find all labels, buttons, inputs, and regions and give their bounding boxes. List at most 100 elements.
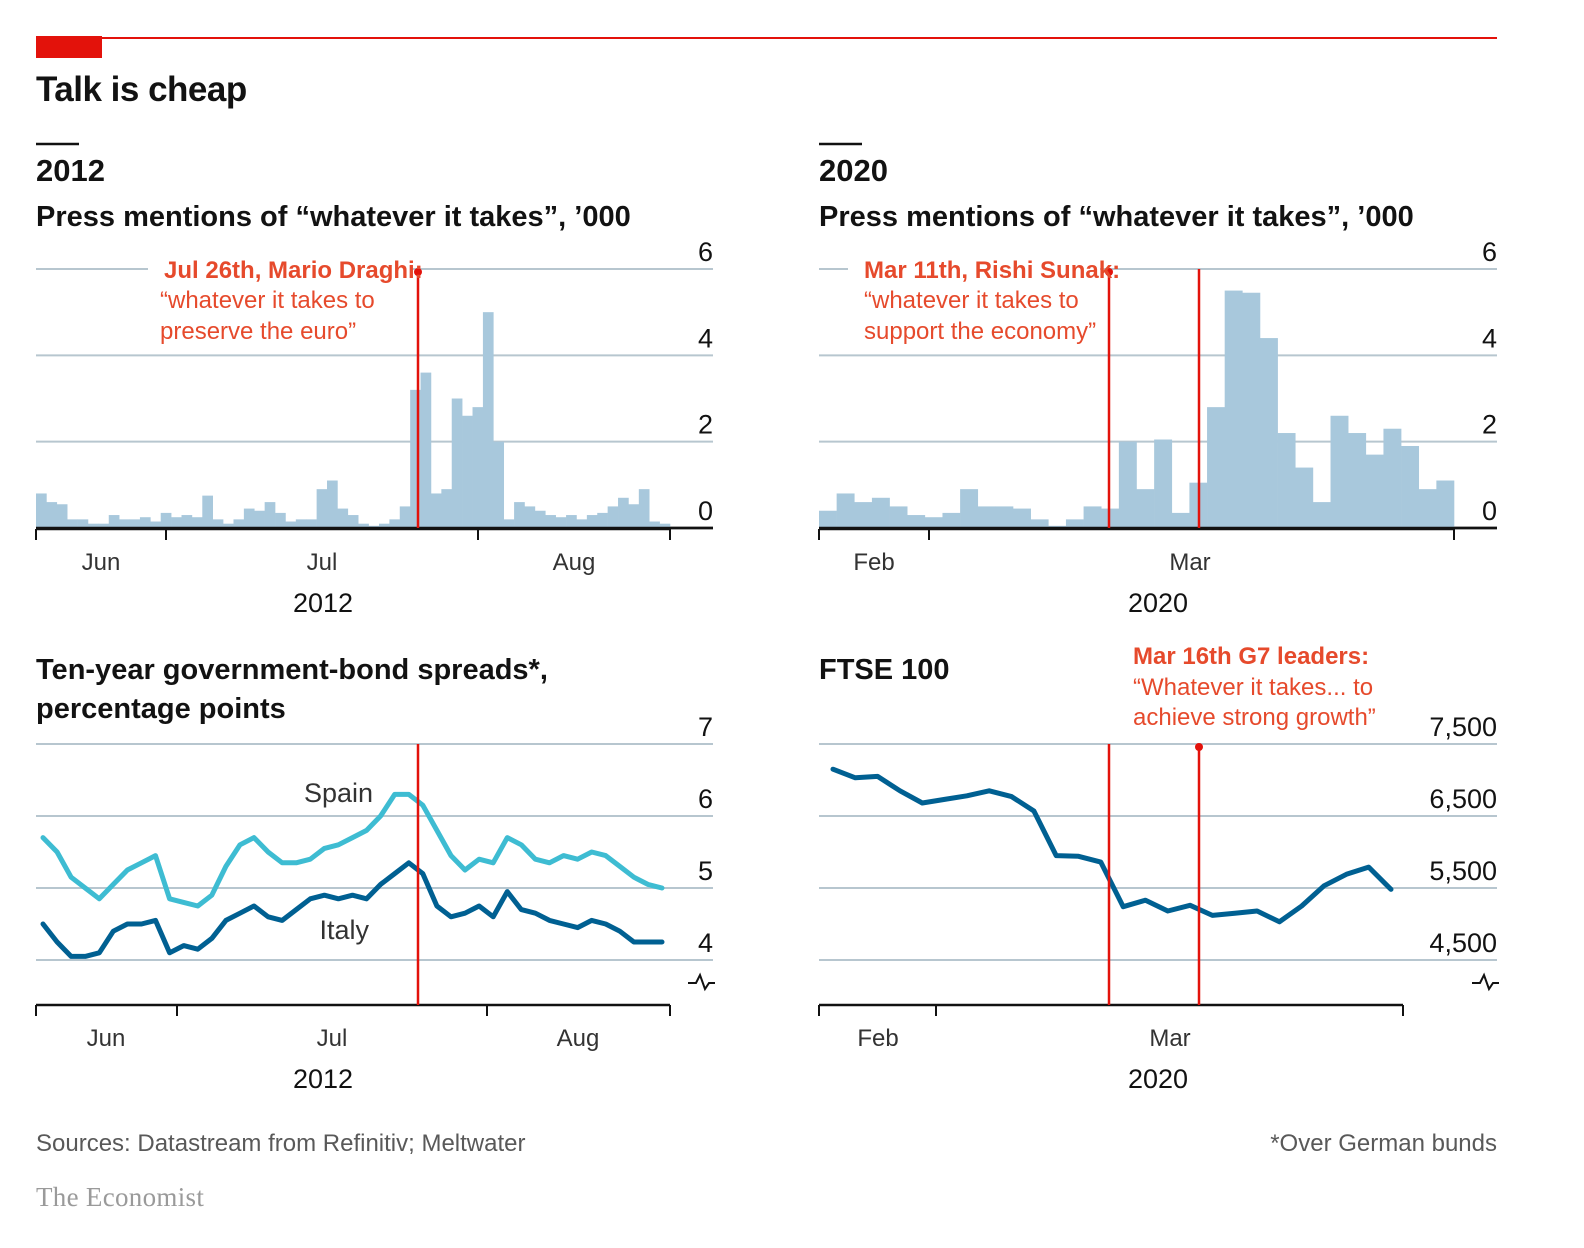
bar [160, 512, 172, 528]
chart-title: percentage points [36, 693, 286, 725]
bar [607, 506, 619, 528]
bar [1171, 512, 1190, 528]
bar [1013, 508, 1031, 528]
annotation-heading: Jul 26th, Mario Draghi: [164, 257, 423, 284]
chart-bond-spreads: 4 5 6 7 Jun Jul Aug 2012 Ten-year government-bon… [35, 654, 715, 1094]
series-label-spain: Spain [304, 778, 373, 808]
bar [389, 519, 401, 528]
bar [1277, 433, 1296, 528]
y-tick-label: 4,500 [1429, 928, 1497, 958]
y-tick-label: 5,500 [1429, 856, 1497, 886]
bar [1242, 292, 1261, 528]
bar [451, 398, 463, 528]
bar [223, 523, 234, 528]
y-tick-label: 0 [1482, 496, 1497, 526]
y-tick-label: 4 [698, 928, 713, 958]
bar [628, 504, 640, 528]
bar [327, 480, 338, 528]
bar [171, 517, 182, 528]
y-tick-label: 5 [698, 856, 713, 886]
bar [586, 515, 598, 528]
event-marker [1105, 268, 1113, 276]
bar [108, 515, 120, 528]
x-tick-label: Feb [857, 1025, 898, 1052]
section-label: 2012 [36, 153, 105, 188]
bar [275, 512, 286, 528]
bar [1295, 467, 1314, 528]
bar [181, 515, 193, 528]
series-line-italy [40, 860, 665, 959]
top-accent-tag [36, 36, 102, 58]
y-tick-label: 4 [698, 323, 713, 353]
bar [129, 519, 141, 528]
x-tick-label: Jun [87, 1025, 126, 1052]
bar [347, 515, 359, 528]
x-tick-label: Jun [82, 549, 121, 576]
chart-title: Ten-year government-bond spreads*, [36, 654, 548, 686]
bar [77, 519, 89, 528]
bar [854, 502, 873, 528]
footnote: *Over German bunds [1270, 1130, 1497, 1157]
annotation-text: achieve strong growth” [1133, 704, 1376, 731]
bar [1348, 433, 1367, 528]
bar [618, 497, 629, 528]
annotation-bg [148, 252, 410, 288]
x-tick-label: Feb [853, 549, 894, 576]
bar [597, 512, 608, 528]
bar [907, 515, 926, 528]
y-tick-label: 6 [698, 784, 713, 814]
bar [493, 441, 505, 528]
bar [87, 523, 99, 528]
series-line-ftse [830, 766, 1394, 925]
bar [399, 506, 411, 528]
bar [836, 493, 855, 528]
chart-mentions-2020: 2020 Press mentions of “whatever it takes… [818, 142, 1497, 618]
bar [212, 519, 224, 528]
y-tick-label: 0 [698, 496, 713, 526]
bar [358, 523, 369, 528]
series-line-spain [40, 791, 665, 909]
bar [254, 510, 265, 528]
bar [924, 517, 943, 528]
bar [1436, 480, 1455, 528]
annotation-text: “whatever it takes to [864, 287, 1079, 314]
bar [1207, 407, 1225, 528]
bar [1418, 489, 1437, 528]
y-tick-label: 4 [1482, 323, 1497, 353]
bar [1224, 290, 1243, 528]
bar [524, 506, 536, 528]
bar [995, 506, 1014, 528]
bar [67, 519, 78, 528]
bar [233, 519, 245, 528]
bar [503, 519, 515, 528]
top-accent-rule [36, 37, 1497, 39]
bar [1383, 428, 1402, 528]
bar [1259, 338, 1278, 528]
bar [202, 495, 213, 528]
bar [150, 521, 162, 528]
bar [243, 508, 255, 528]
x-tick-label: Aug [557, 1025, 600, 1052]
y-tick-label: 2 [1482, 410, 1497, 440]
publisher-logo: The Economist [36, 1182, 205, 1212]
annotation-heading: Mar 16th G7 leaders: [1133, 643, 1369, 670]
bar [659, 523, 671, 528]
bar [889, 506, 908, 528]
y-tick-label: 7,500 [1429, 712, 1497, 742]
bar [576, 519, 588, 528]
x-year-label: 2020 [1128, 588, 1188, 618]
x-tick-label: Aug [553, 549, 596, 576]
bar [1365, 454, 1384, 528]
bar [295, 519, 307, 528]
bar [46, 502, 58, 528]
bar [482, 312, 494, 528]
x-tick-label: Jul [307, 549, 338, 576]
bar [472, 407, 484, 528]
axis-break-icon [1472, 972, 1499, 992]
bar [1330, 415, 1349, 528]
annotation-text: preserve the euro” [160, 318, 356, 345]
annotation-bg [848, 252, 1100, 288]
bar [649, 521, 660, 528]
bar [56, 504, 68, 528]
